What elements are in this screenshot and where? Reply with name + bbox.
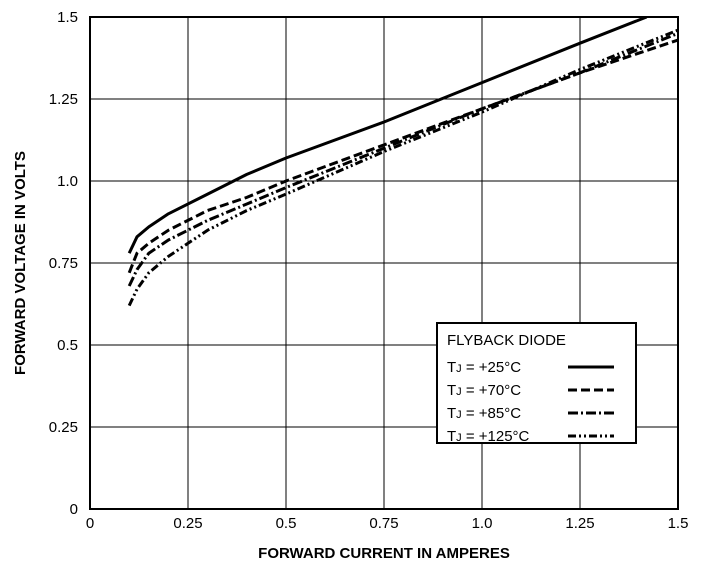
x-tick-label: 0 [86, 515, 94, 532]
x-tick-labels: 0 0.25 0.5 0.75 1.0 1.25 1.5 [86, 515, 689, 532]
legend-items: TJ = +25°C TJ = +70°C TJ = +85°C TJ = +125°… [447, 359, 614, 445]
x-tick-label: 1.5 [668, 515, 689, 532]
x-tick-label: 1.25 [565, 515, 594, 532]
series-line [127, 38, 678, 274]
series-line [127, 32, 678, 287]
x-tick-label: 0.5 [276, 515, 297, 532]
legend-title: FLYBACK DIODE [447, 332, 566, 349]
y-tick-label: 1.25 [49, 91, 78, 108]
legend-label: TJ = +25°C [447, 359, 521, 376]
y-tick-label: 0 [70, 501, 78, 518]
series-line [127, 17, 648, 254]
y-tick-label: 1.0 [57, 173, 78, 190]
legend-label: TJ = +85°C [447, 405, 521, 422]
x-tick-label: 0.25 [173, 515, 202, 532]
x-tick-label: 0.75 [369, 515, 398, 532]
legend-label: TJ = +70°C [447, 382, 521, 399]
y-tick-label: 1.5 [57, 9, 78, 26]
series-line [127, 28, 678, 307]
y-tick-label: 0.25 [49, 419, 78, 436]
plot-frame [89, 16, 679, 510]
y-tick-label: 0.75 [49, 255, 78, 272]
legend: FLYBACK DIODE TJ = +25°CTJ = +70°CTJ = +… [436, 322, 637, 445]
legend-label: TJ = +125°C [447, 428, 530, 445]
curve-group [127, 17, 678, 307]
legend-box [436, 322, 637, 444]
y-axis-title: FORWARD VOLTAGE IN VOLTS [12, 151, 29, 375]
x-axis-title: FORWARD CURRENT IN AMPERES [258, 545, 510, 562]
y-tick-labels: 0 0.25 0.5 0.75 1.0 1.25 1.5 [49, 9, 78, 518]
y-tick-label: 0.5 [57, 337, 78, 354]
x-tick-label: 1.0 [472, 515, 493, 532]
